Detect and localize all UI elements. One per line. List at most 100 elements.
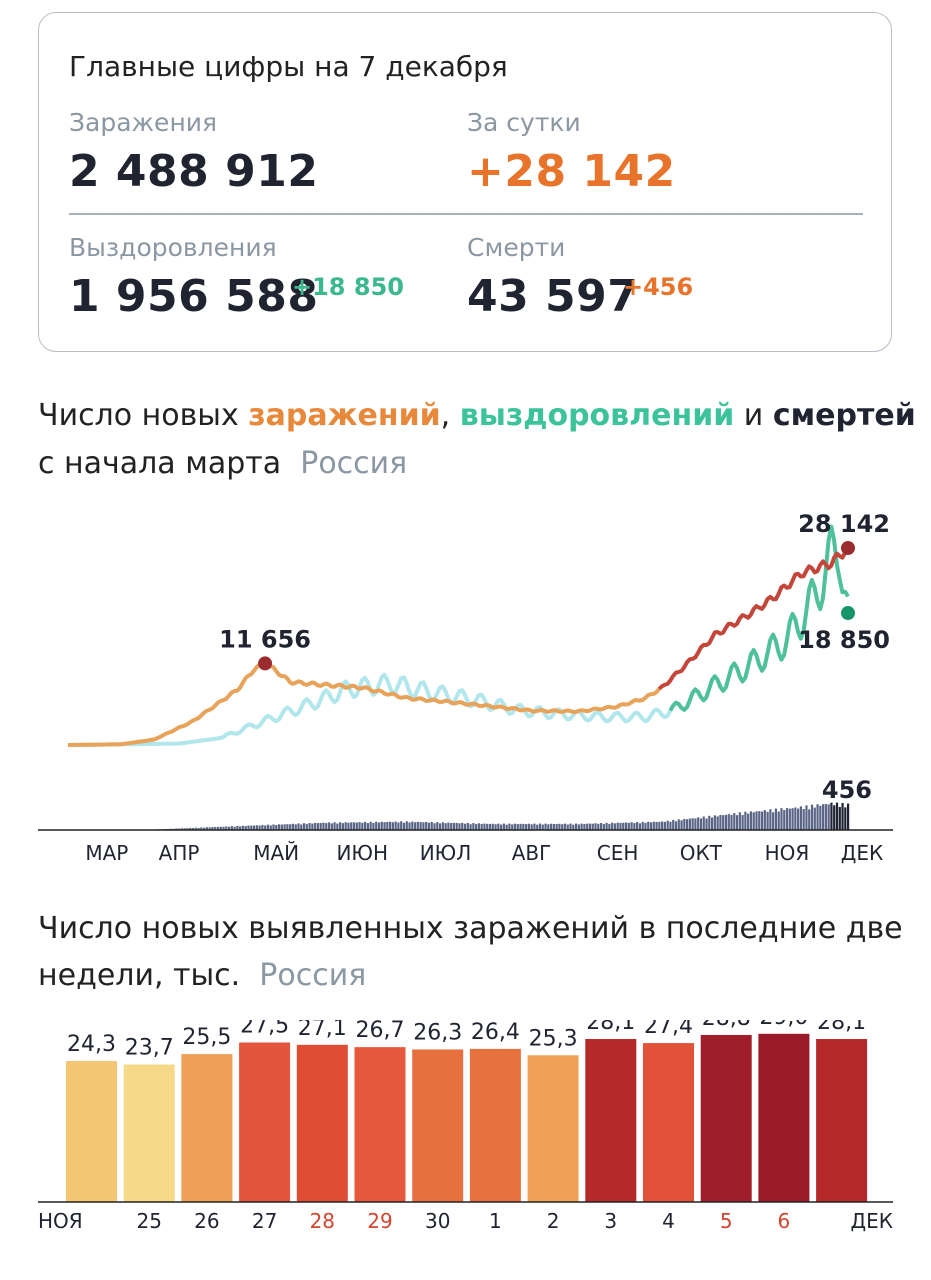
deaths-bar (219, 826, 222, 830)
deaths-bar (216, 826, 220, 830)
deaths-bar (227, 826, 231, 830)
deaths-bar (547, 824, 550, 830)
bar-value-label: 27,1 (298, 1020, 347, 1041)
bar-value-label: 26,7 (356, 1020, 405, 1043)
chart1-title-part1: Число новых (38, 398, 249, 433)
bar (412, 1049, 464, 1202)
deaths-bars (119, 802, 850, 830)
deaths-bar (669, 821, 672, 830)
deaths-bar (822, 804, 825, 830)
x-tick-label: ИЮЛ (420, 841, 472, 865)
deaths-bar (797, 808, 800, 830)
bars: 24,3 23,7 25,5 27,5 27,1 26,7 26,3 26,4 25,3 28,1… (66, 1020, 868, 1202)
x-tick-label: 27 (252, 1209, 277, 1233)
bar-value-label: 27,5 (240, 1020, 289, 1039)
deaths-bar (516, 824, 519, 830)
deaths-bar (783, 810, 786, 830)
deaths-bar (619, 822, 622, 830)
deaths-bar (205, 827, 208, 830)
deaths-bar (350, 822, 353, 830)
deaths-bar (497, 823, 500, 830)
deaths-bar (463, 823, 467, 830)
bar (527, 1055, 579, 1202)
deaths-bar (241, 825, 245, 830)
deaths-bar (333, 822, 336, 830)
x-tick-label: ИЮН (336, 841, 388, 865)
deaths-bar (283, 824, 286, 830)
deaths-bar (422, 822, 425, 830)
deaths-bar (588, 823, 592, 830)
x-tick-label: 29 (367, 1209, 392, 1233)
deaths-bar (183, 828, 186, 830)
line-chart-cases: 11 656 28 142 18 850 456 МАР АПР МАЙ ИЮН ИЮЛ АВГ… (38, 510, 893, 865)
deaths-bar (549, 823, 553, 830)
deaths-bar (239, 826, 242, 830)
deaths-bar (672, 819, 675, 830)
deaths-bar (561, 824, 564, 830)
deaths-bar (658, 821, 661, 830)
chart1-title-and: и (734, 398, 773, 433)
deaths-bar (447, 822, 450, 830)
bar-value-label: 27,4 (644, 1020, 693, 1039)
deaths-bar (824, 804, 827, 830)
infections-line (68, 662, 661, 747)
deaths-bar (247, 825, 250, 830)
last-deaths-label: 456 (822, 776, 872, 804)
deaths-bar (386, 821, 389, 830)
deaths-bar (430, 821, 433, 830)
deaths-bar (649, 822, 653, 830)
deaths-bar (366, 823, 369, 830)
deaths-bar (455, 822, 458, 830)
deaths-bar (311, 823, 314, 830)
deaths-bar (264, 825, 267, 830)
deaths-bar (763, 810, 766, 830)
deaths-bar (608, 823, 611, 830)
bar (758, 1033, 810, 1202)
deaths-bar (336, 823, 339, 830)
deaths-bar (413, 822, 417, 830)
deaths-bar (236, 825, 239, 830)
deaths-bar (214, 827, 217, 830)
deaths-bar (613, 823, 617, 830)
x-tick-label: 30 (425, 1209, 450, 1233)
chart1-title-line2: с начала марта (38, 446, 282, 481)
deaths-bar (785, 808, 789, 830)
peak-label: 11 656 (219, 625, 311, 653)
x-tick-label: 28 (310, 1209, 335, 1233)
deaths-bar (663, 821, 666, 830)
deaths-bar (724, 814, 728, 830)
x-tick-label: МАР (85, 841, 128, 865)
deaths-bar (788, 808, 791, 830)
deaths-bar (563, 823, 567, 830)
x-tick-label: 6 (778, 1209, 791, 1233)
chart1-title-recoveries: выздоровлений (459, 398, 735, 433)
deaths-bar (602, 824, 605, 830)
deaths-bar (358, 822, 361, 830)
deaths-bar (691, 818, 694, 830)
deaths-bar (705, 818, 708, 830)
x-tick-label: ОКТ (680, 841, 723, 865)
deaths-bar (719, 815, 722, 830)
deaths-bar (477, 823, 481, 830)
deaths-bar (683, 818, 686, 830)
deaths-bar (361, 822, 364, 830)
deaths-delta: +456 (623, 273, 694, 301)
deaths-bar (713, 815, 716, 830)
deaths-bar (527, 823, 530, 830)
deaths-bar (461, 822, 464, 830)
bar (296, 1044, 348, 1202)
last-recoveries-label: 18 850 (798, 626, 890, 654)
deaths-bar (444, 823, 447, 830)
deaths-bar (622, 822, 625, 830)
deaths-bar (530, 824, 533, 830)
deaths-bar (433, 823, 436, 830)
deaths-bar (291, 823, 295, 830)
chart2-region: Россия (259, 958, 367, 993)
deaths-bar (794, 807, 797, 830)
infections-value: 2 488 912 (69, 146, 319, 197)
bar-value-label: 29,0 (759, 1020, 808, 1030)
deaths-bar (544, 823, 547, 830)
deaths-bar (305, 824, 308, 830)
deaths-bar (480, 823, 483, 830)
deaths-bar (211, 827, 214, 830)
